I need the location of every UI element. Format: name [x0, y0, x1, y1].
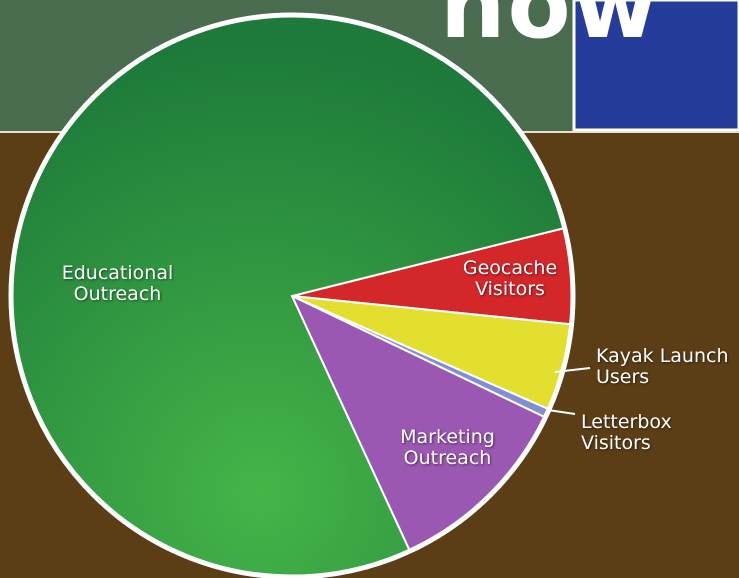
leader-line	[547, 409, 576, 415]
pie-rim	[8, 12, 576, 578]
header-word: now	[440, 0, 660, 59]
blue-panel	[572, 0, 739, 132]
slice-label: Kayak Launch Users	[596, 345, 729, 388]
slice-label: Geocache Visitors	[462, 257, 558, 300]
leader-line	[554, 367, 591, 373]
slice-label: Letterbox Visitors	[581, 411, 672, 454]
slice-label: Educational Outreach	[61, 262, 174, 305]
slice-label: Marketing Outreach	[400, 426, 495, 469]
